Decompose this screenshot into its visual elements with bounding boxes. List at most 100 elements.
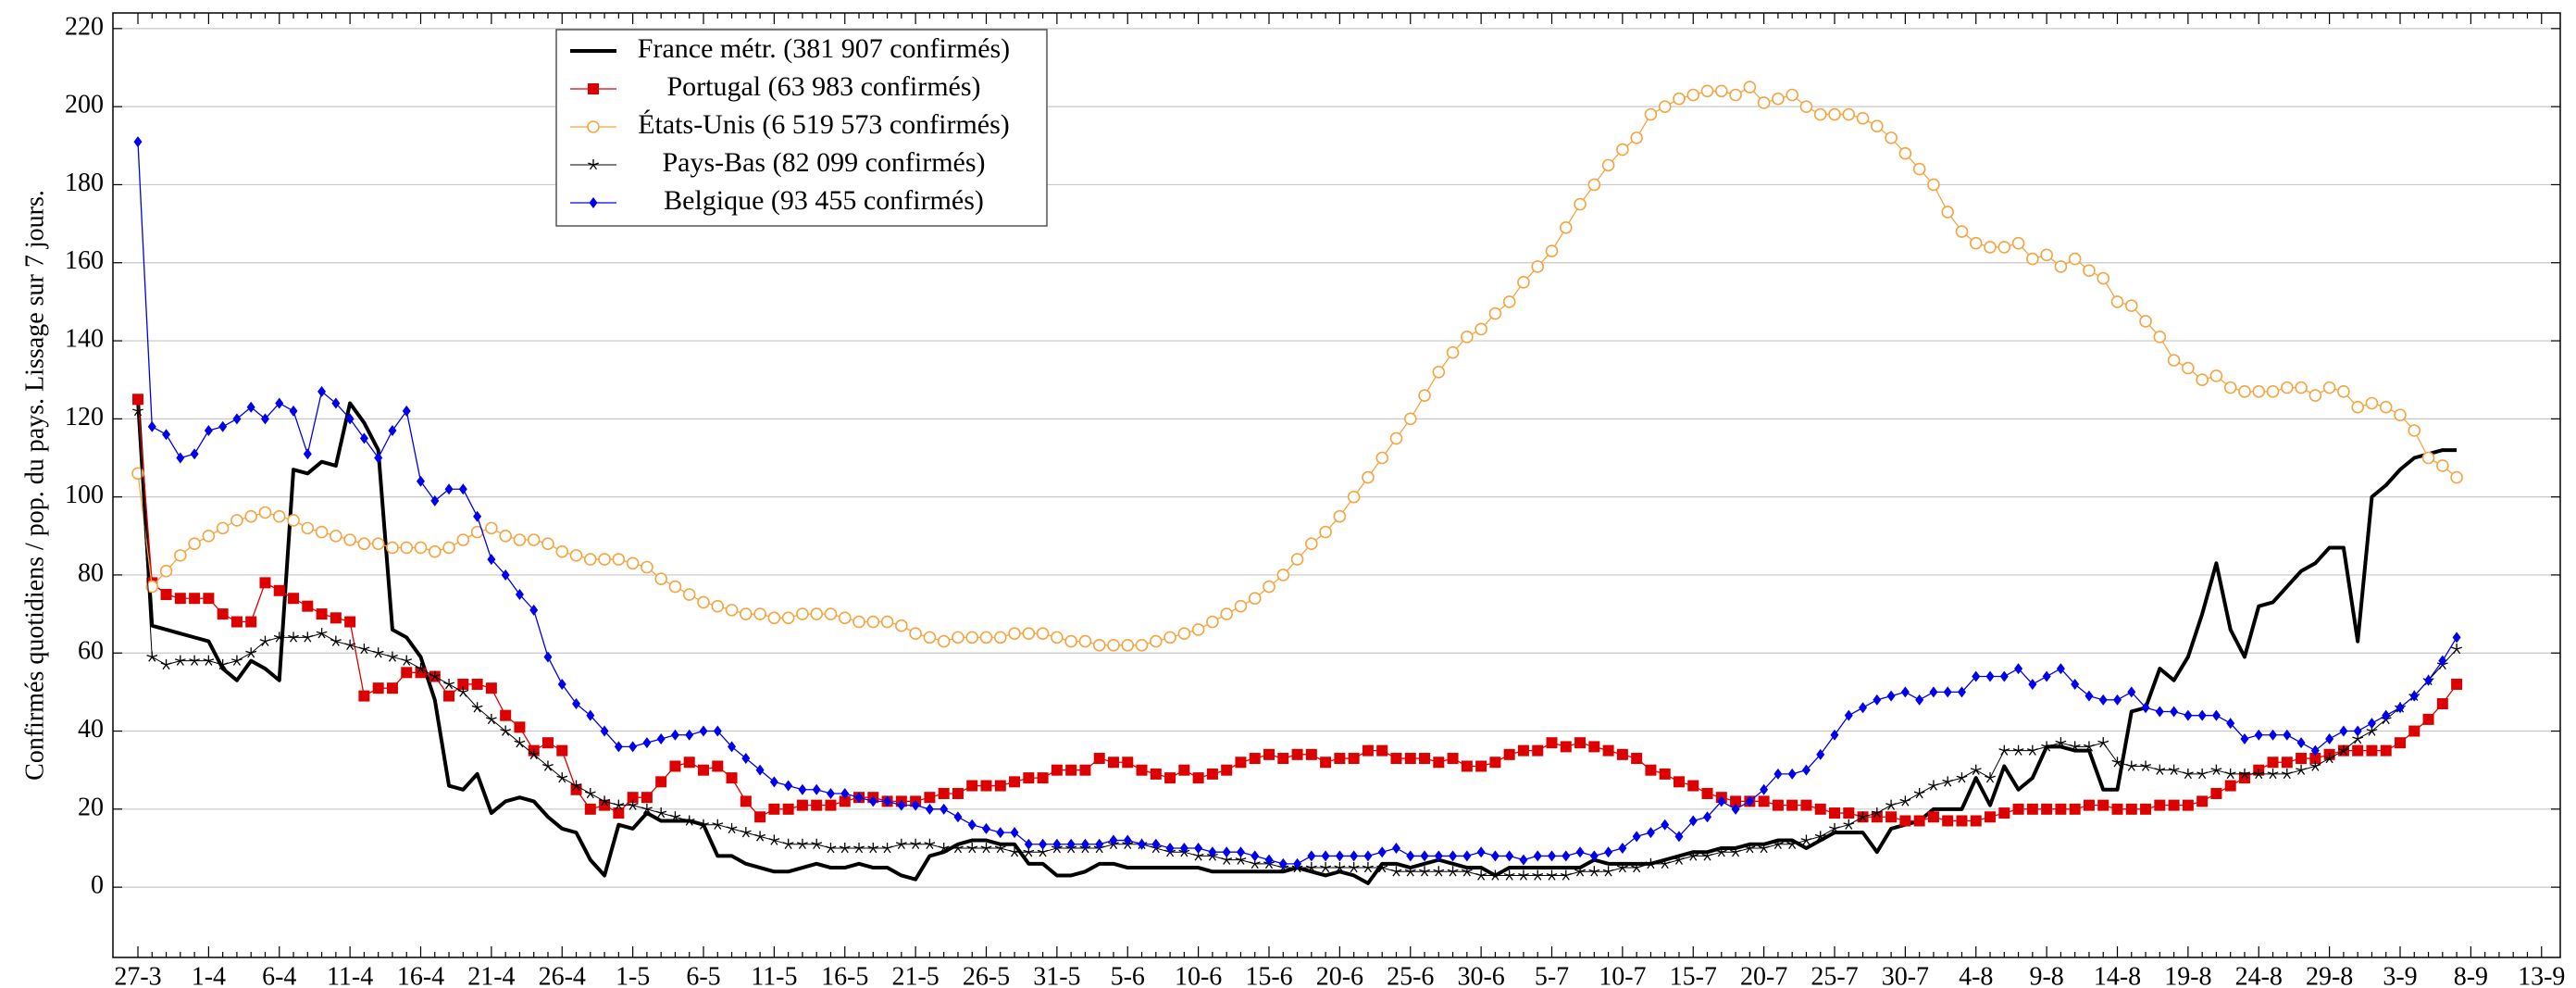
marker — [1363, 862, 1374, 873]
marker — [1234, 599, 1248, 613]
marker — [683, 757, 695, 769]
marker — [2168, 764, 2180, 775]
marker — [1347, 490, 1361, 504]
y-tick-label: 120 — [65, 403, 104, 431]
marker — [2026, 744, 2038, 756]
marker — [2281, 381, 2294, 394]
marker — [1489, 869, 1501, 881]
marker — [1661, 819, 1670, 831]
marker — [2111, 757, 2123, 768]
marker — [1942, 815, 1954, 827]
marker — [1984, 241, 1997, 254]
marker — [1078, 634, 1092, 648]
marker — [2421, 451, 2435, 465]
marker — [203, 655, 215, 666]
marker — [1700, 84, 1714, 98]
marker — [344, 639, 356, 651]
marker — [245, 616, 257, 628]
x-tick-label: 1-4 — [192, 962, 226, 988]
marker — [1760, 783, 1769, 795]
marker — [881, 842, 893, 854]
marker — [1899, 795, 1911, 807]
x-tick-label: 11-5 — [751, 962, 797, 988]
marker — [2113, 694, 2122, 706]
marker — [1036, 627, 1050, 640]
marker — [1092, 639, 1106, 652]
marker — [1391, 842, 1400, 854]
marker — [588, 159, 599, 170]
marker — [2322, 381, 2336, 394]
marker — [1009, 846, 1020, 857]
marker — [471, 678, 483, 690]
marker — [754, 811, 766, 823]
marker — [1927, 178, 1940, 192]
marker — [669, 760, 681, 772]
marker — [499, 529, 512, 543]
marker — [728, 741, 737, 753]
marker — [2240, 732, 2249, 744]
marker — [2325, 732, 2334, 744]
marker — [147, 420, 156, 432]
marker — [2269, 729, 2278, 741]
marker — [557, 678, 566, 690]
marker — [1123, 834, 1132, 846]
marker — [600, 725, 609, 737]
marker — [740, 795, 752, 807]
marker — [712, 760, 724, 772]
marker — [2196, 768, 2209, 780]
marker — [867, 842, 879, 854]
x-tick-label: 27-3 — [114, 962, 161, 988]
marker — [2153, 331, 2167, 344]
x-tick-label: 31-5 — [1033, 962, 1080, 988]
x-tick-label: 15-7 — [1670, 962, 1717, 988]
marker — [1772, 838, 1784, 850]
marker — [1830, 729, 1839, 741]
marker — [1588, 866, 1600, 877]
marker — [656, 732, 666, 744]
marker — [966, 780, 978, 792]
marker — [1859, 702, 1868, 714]
marker — [2211, 709, 2221, 721]
marker — [910, 838, 922, 850]
marker — [1632, 831, 1641, 843]
marker — [1574, 866, 1586, 877]
marker — [1319, 525, 1332, 539]
marker — [204, 424, 213, 436]
marker — [246, 401, 255, 413]
marker — [2224, 780, 2236, 792]
marker — [2424, 674, 2433, 686]
marker — [1206, 615, 1219, 629]
marker — [1010, 827, 1019, 839]
marker — [2408, 424, 2421, 437]
marker — [825, 799, 837, 811]
marker — [1616, 748, 1628, 760]
marker — [1730, 795, 1742, 807]
marker — [588, 83, 599, 94]
marker — [2054, 260, 2068, 273]
marker — [952, 631, 964, 644]
marker — [1969, 236, 1983, 250]
marker — [245, 647, 257, 658]
marker — [1235, 757, 1247, 769]
marker — [1447, 753, 1459, 765]
marker — [1278, 857, 1288, 869]
marker — [386, 682, 398, 694]
marker — [417, 475, 425, 487]
marker — [587, 120, 600, 133]
marker — [641, 560, 653, 574]
marker — [1264, 854, 1274, 866]
marker — [160, 589, 172, 601]
marker — [1194, 842, 1203, 854]
marker — [1801, 764, 1811, 776]
marker — [444, 483, 454, 495]
marker — [1843, 807, 1855, 819]
marker — [1277, 753, 1289, 765]
marker — [1673, 92, 1686, 106]
series — [131, 81, 2463, 885]
x-tick-label: 13-9 — [2518, 962, 2565, 988]
marker — [133, 136, 143, 148]
marker — [1942, 776, 1954, 787]
marker — [1658, 100, 1672, 113]
marker — [1898, 146, 1912, 160]
marker — [487, 554, 496, 566]
